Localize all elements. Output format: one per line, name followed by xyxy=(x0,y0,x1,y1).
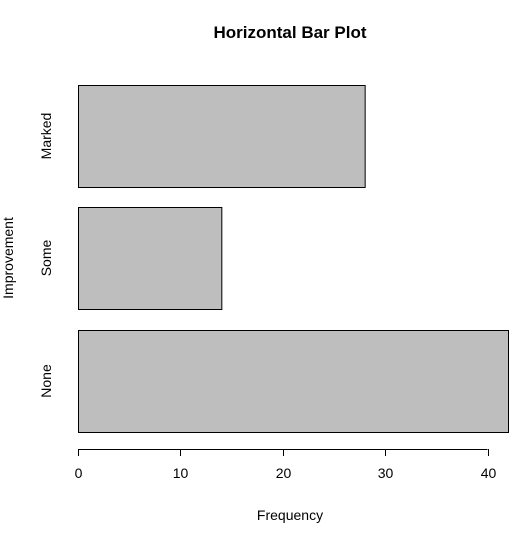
bars-group xyxy=(78,85,509,433)
x-tick-label-10: 10 xyxy=(173,465,189,481)
x-tick-label-40: 40 xyxy=(481,465,497,481)
bar-marked xyxy=(78,85,366,188)
x-tick-label-30: 30 xyxy=(378,465,394,481)
bar-none xyxy=(78,330,509,433)
x-tick-label-20: 20 xyxy=(276,465,292,481)
category-label-some: Some xyxy=(38,240,54,277)
category-label-marked: Marked xyxy=(38,113,54,160)
chart-title: Horizontal Bar Plot xyxy=(213,23,366,42)
category-labels-group: None Some Marked xyxy=(38,113,54,398)
x-axis: 0 10 20 30 40 xyxy=(75,449,497,481)
bar-some xyxy=(78,207,223,310)
category-label-none: None xyxy=(38,364,54,398)
x-tick-label-0: 0 xyxy=(75,465,83,481)
x-axis-title: Frequency xyxy=(257,507,323,523)
y-axis-title: Improvement xyxy=(0,217,16,299)
